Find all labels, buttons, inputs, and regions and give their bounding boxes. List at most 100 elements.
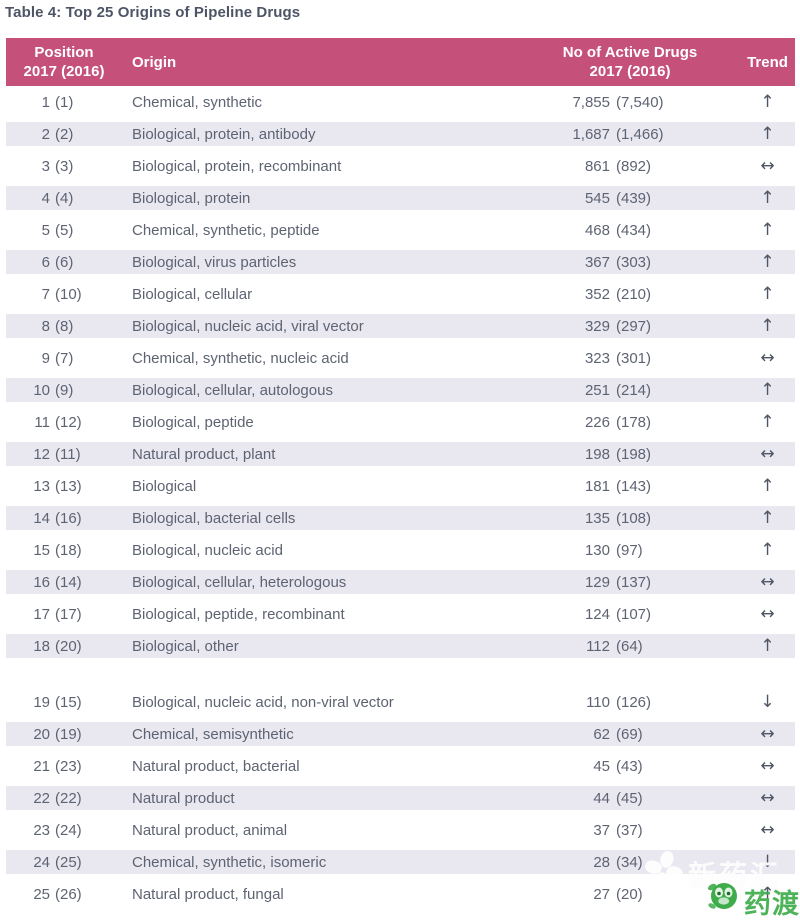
drugs-2017: 62	[593, 725, 610, 743]
position-2017: 21	[33, 757, 50, 775]
drugs-cell: 124 (107)	[520, 606, 740, 623]
table-row: 7 (10) Biological, cellular 352 (210) ↑	[6, 278, 795, 310]
position-cell: 3 (3)	[6, 158, 122, 175]
position-2017: 6	[41, 253, 50, 271]
drugs-cell: 130 (97)	[520, 542, 740, 559]
drugs-cell: 62 (69)	[520, 726, 740, 743]
trend-cell: ↔	[740, 788, 795, 808]
trend-cell: ↑	[740, 540, 795, 560]
position-2017: 22	[33, 789, 50, 807]
position-2016: (22)	[55, 789, 82, 807]
origin-cell: Biological, nucleic acid, viral vector	[132, 317, 364, 335]
position-cell: 25 (26)	[6, 886, 122, 903]
drugs-cell: 352 (210)	[520, 286, 740, 303]
drugs-2016: (107)	[616, 605, 652, 623]
drugs-cell: 861 (892)	[520, 158, 740, 175]
drugs-2016: (198)	[616, 445, 652, 463]
drugs-2016: (297)	[616, 317, 652, 335]
origin-cell: Biological, cellular	[132, 285, 253, 303]
origin-cell: Biological, protein, antibody	[132, 125, 316, 143]
drugs-2017: 251	[584, 381, 610, 399]
position-cell: 24 (25)	[6, 854, 122, 871]
drugs-2017: 861	[584, 157, 610, 175]
position-cell: 7 (10)	[6, 286, 122, 303]
header-position-line1: Position	[34, 44, 94, 61]
drugs-2017: 130	[584, 541, 610, 559]
position-cell: 2 (2)	[6, 126, 122, 143]
table-row: 1 (1) Chemical, synthetic 7,855 (7,540) ↑	[6, 86, 795, 118]
trend-cell: ↑	[740, 92, 795, 112]
table-row: 25 (26) Natural product, fungal 27 (20) ↑	[6, 878, 795, 910]
drugs-cell: 129 (137)	[520, 574, 740, 591]
drugs-cell: 181 (143)	[520, 478, 740, 495]
trend-up-icon: ↑	[760, 220, 775, 240]
position-cell: 1 (1)	[6, 94, 122, 111]
position-2017: 20	[33, 725, 50, 743]
position-2016: (24)	[55, 821, 82, 839]
trend-cell: ↔	[740, 604, 795, 624]
trend-up-icon: ↑	[760, 508, 775, 528]
position-2016: (5)	[55, 221, 74, 239]
origin-cell: Biological, protein	[132, 189, 251, 207]
table-header-row: Position 2017 (2016) Origin No of Active…	[6, 38, 795, 86]
header-active-drugs: No of Active Drugs 2017 (2016)	[520, 43, 740, 81]
drugs-2016: (892)	[616, 157, 652, 175]
drugs-2016: (214)	[616, 381, 652, 399]
header-active-drugs-line1: No of Active Drugs	[562, 44, 698, 61]
origin-cell: Biological, virus particles	[132, 253, 297, 271]
drugs-2016: (7,540)	[616, 93, 664, 111]
drugs-cell: 198 (198)	[520, 446, 740, 463]
position-2017: 19	[33, 693, 50, 711]
trend-up-icon: ↑	[760, 884, 775, 904]
drugs-2016: (45)	[616, 789, 643, 807]
drugs-2017: 545	[584, 189, 610, 207]
trend-same-icon: ↔	[760, 156, 775, 176]
trend-up-icon: ↑	[760, 540, 775, 560]
trend-same-icon: ↔	[760, 444, 775, 464]
drugs-cell: 45 (43)	[520, 758, 740, 775]
table-row: 11 (12) Biological, peptide 226 (178) ↑	[6, 406, 795, 438]
table-row: 17 (17) Biological, peptide, recombinant 12…	[6, 598, 795, 630]
position-2017: 5	[41, 221, 50, 239]
table-row: 9 (7) Chemical, synthetic, nucleic acid 323…	[6, 342, 795, 374]
table-row: 10 (9) Biological, cellular, autologous 251…	[6, 374, 795, 406]
drugs-cell: 37 (37)	[520, 822, 740, 839]
trend-cell: ↑	[740, 124, 795, 144]
origin-cell: Biological, peptide, recombinant	[132, 605, 345, 623]
origin-cell: Biological	[132, 477, 197, 495]
position-cell: 18 (20)	[6, 638, 122, 655]
table-row: 13 (13) Biological 181 (143) ↑	[6, 470, 795, 502]
trend-cell: ↔	[740, 156, 795, 176]
table-row: 19 (15) Biological, nucleic acid, non-vira…	[6, 686, 795, 718]
trend-same-icon: ↔	[760, 788, 775, 808]
trend-cell: ↑	[740, 316, 795, 336]
drugs-cell: 1,687 (1,466)	[520, 126, 740, 143]
drugs-2017: 352	[584, 285, 610, 303]
position-cell: 17 (17)	[6, 606, 122, 623]
position-cell: 14 (16)	[6, 510, 122, 527]
position-2017: 7	[41, 285, 50, 303]
drugs-2017: 124	[584, 605, 610, 623]
position-cell: 16 (14)	[6, 574, 122, 591]
origin-cell: Chemical, synthetic, peptide	[132, 221, 320, 239]
table-row: 15 (18) Biological, nucleic acid 130 (97) ↑	[6, 534, 795, 566]
position-2016: (16)	[55, 509, 82, 527]
table-section-gap	[6, 662, 795, 686]
drugs-2016: (210)	[616, 285, 652, 303]
position-cell: 11 (12)	[6, 414, 122, 431]
trend-same-icon: ↔	[760, 348, 775, 368]
drugs-cell: 226 (178)	[520, 414, 740, 431]
position-2016: (19)	[55, 725, 82, 743]
position-2016: (14)	[55, 573, 82, 591]
position-cell: 5 (5)	[6, 222, 122, 239]
trend-up-icon: ↑	[760, 284, 775, 304]
origin-cell: Biological, bacterial cells	[132, 509, 296, 527]
drugs-2016: (97)	[616, 541, 643, 559]
origin-cell: Biological, cellular, heterologous	[132, 573, 347, 591]
drugs-cell: 44 (45)	[520, 790, 740, 807]
position-2016: (18)	[55, 541, 82, 559]
position-2016: (25)	[55, 853, 82, 871]
trend-cell: ↑	[740, 220, 795, 240]
position-2016: (1)	[55, 93, 74, 111]
table-row: 16 (14) Biological, cellular, heterologous…	[6, 566, 795, 598]
